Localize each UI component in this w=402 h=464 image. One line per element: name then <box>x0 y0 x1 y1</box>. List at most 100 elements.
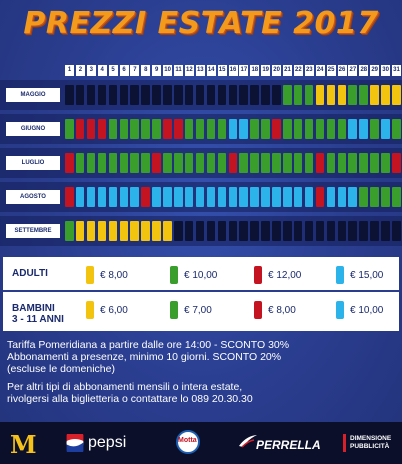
info-other-subscriptions: Per altri tipi di abbonamenti mensili o … <box>7 381 243 393</box>
day-number: 7 <box>130 65 140 76</box>
day-number: 25 <box>326 65 336 76</box>
day-cell <box>141 153 150 173</box>
day-cell <box>217 153 227 173</box>
day-cell <box>272 119 281 139</box>
dimensione-logo-mark <box>343 434 346 452</box>
day-cell <box>239 85 248 105</box>
day-number: 27 <box>348 65 358 76</box>
mcdonalds-logo: M <box>10 430 37 459</box>
day-number: 30 <box>381 65 391 76</box>
motta-logo-badge <box>176 430 200 454</box>
day-cell <box>86 187 96 207</box>
day-number: 14 <box>206 65 216 76</box>
day-cell <box>97 85 107 105</box>
bambini-price-yellow: € 6,00 <box>100 305 128 316</box>
day-cell <box>370 119 379 139</box>
day-cell <box>108 119 118 139</box>
perrella-swoosh-icon <box>239 435 257 448</box>
day-cell <box>381 187 390 207</box>
price-table-divider <box>3 290 399 292</box>
day-cell <box>163 153 172 173</box>
price-chip-cyan <box>336 266 344 284</box>
info-afternoon-discount: Tariffa Pomeridiana a partire dalle ore … <box>7 339 290 351</box>
day-cell <box>206 187 216 207</box>
day-number: 12 <box>184 65 194 76</box>
day-number: 17 <box>239 65 249 76</box>
price-chip-red <box>254 301 262 319</box>
day-cell <box>283 221 292 241</box>
day-cell <box>337 153 346 173</box>
day-cell <box>65 85 74 105</box>
day-cell <box>359 119 368 139</box>
day-cell <box>348 187 357 207</box>
bambini-price-red: € 8,00 <box>268 305 296 316</box>
day-number: 1 <box>65 65 74 76</box>
day-cell <box>239 187 248 207</box>
day-cell <box>184 153 194 173</box>
day-cell <box>370 85 379 105</box>
day-number: 4 <box>97 65 107 76</box>
day-cell <box>250 187 259 207</box>
day-cell <box>370 221 379 241</box>
day-cell <box>392 153 401 173</box>
adulti-price-green: € 10,00 <box>184 270 218 281</box>
day-cell <box>108 153 118 173</box>
day-cell <box>261 119 270 139</box>
sponsor-footer: M pepsi Motta PERRELLA DIMENSIONE PUBBLI… <box>0 422 402 464</box>
price-chip-green <box>170 301 178 319</box>
day-number: 16 <box>228 65 238 76</box>
month-label: LUGLIO <box>6 156 60 170</box>
day-number: 3 <box>86 65 96 76</box>
day-cell <box>174 187 183 207</box>
day-cell <box>359 85 368 105</box>
day-number: 13 <box>195 65 205 76</box>
day-cell <box>283 85 292 105</box>
day-cell <box>97 221 107 241</box>
day-cell <box>272 85 281 105</box>
day-cell <box>315 153 325 173</box>
day-cell <box>228 153 237 173</box>
day-cell <box>119 221 128 241</box>
price-chip-red <box>254 266 262 284</box>
day-number: 23 <box>304 65 314 76</box>
day-cell <box>206 221 216 241</box>
price-chip-yellow <box>86 301 94 319</box>
day-cell <box>359 221 368 241</box>
day-cell <box>261 187 270 207</box>
day-cell <box>184 221 194 241</box>
adulti-price-yellow: € 8,00 <box>100 270 128 281</box>
day-cell <box>217 187 227 207</box>
adulti-price-red: € 12,00 <box>268 270 302 281</box>
day-cell <box>326 119 336 139</box>
day-cell <box>250 221 259 241</box>
day-cell <box>348 85 357 105</box>
day-cell <box>174 119 183 139</box>
motta-logo: Motta <box>178 437 197 444</box>
day-cell <box>228 85 237 105</box>
day-cell <box>348 119 357 139</box>
day-cell <box>65 187 74 207</box>
day-cell <box>108 187 118 207</box>
day-cell <box>392 221 401 241</box>
day-cell <box>75 221 85 241</box>
day-cell <box>184 85 194 105</box>
day-number: 24 <box>315 65 325 76</box>
day-number: 21 <box>283 65 292 76</box>
info-sunday-note: (escluse le domeniche) <box>7 363 115 375</box>
day-cell <box>130 187 139 207</box>
day-cell <box>337 85 346 105</box>
day-cell <box>97 187 107 207</box>
day-cell <box>206 119 216 139</box>
day-cell <box>261 85 270 105</box>
day-cell <box>163 221 172 241</box>
day-cell <box>261 153 270 173</box>
price-chip-cyan <box>336 301 344 319</box>
day-number: 26 <box>337 65 347 76</box>
day-cell <box>250 153 259 173</box>
day-cell <box>304 119 314 139</box>
day-cell <box>86 119 96 139</box>
day-cell <box>75 187 85 207</box>
day-cell <box>65 119 74 139</box>
adulti-label: ADULTI <box>12 268 48 279</box>
day-cell <box>304 85 314 105</box>
